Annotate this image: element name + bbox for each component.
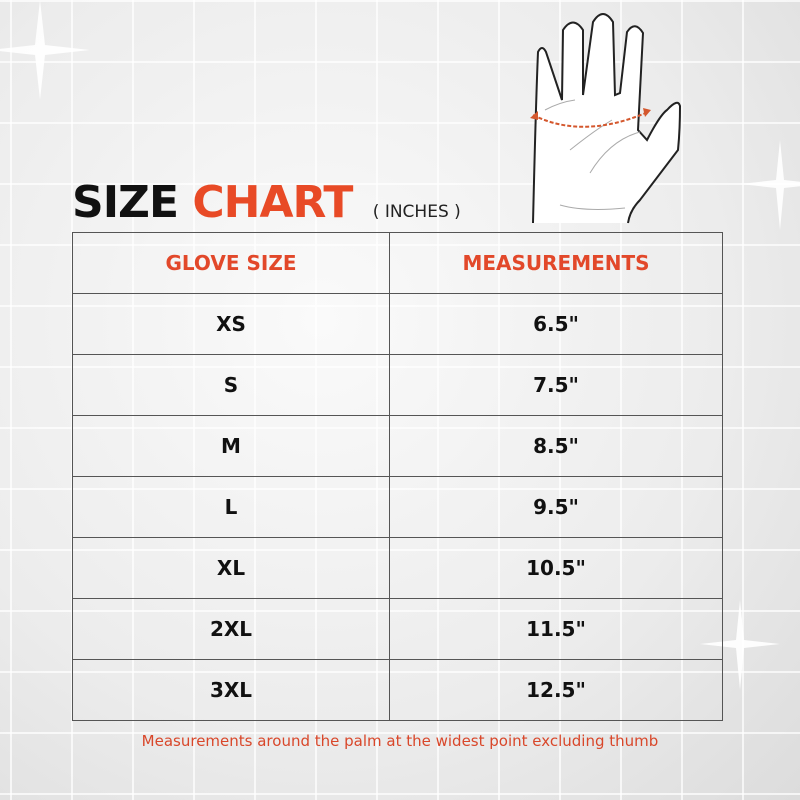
table-row: XL 10.5" [72,537,723,599]
size-cell: XL [72,537,390,599]
size-cell: M [72,415,390,477]
measurement-cell: 10.5" [389,537,723,599]
measurement-cell: 12.5" [389,659,723,721]
sparkle-icon [0,0,800,690]
measurement-cell: 8.5" [389,415,723,477]
table-row: 2XL 11.5" [72,598,723,660]
table-row: L 9.5" [72,476,723,538]
size-cell: XS [72,293,390,355]
title-unit: ( INCHES ) [372,202,461,222]
table-row: M 8.5" [72,415,723,477]
header-measurements: MEASUREMENTS [389,232,723,294]
measurement-cell: 11.5" [389,598,723,660]
title-size: SIZE [72,177,179,228]
measurement-cell: 6.5" [389,293,723,355]
title-chart: CHART [192,177,353,228]
table-row: S 7.5" [72,354,723,416]
table-header: GLOVE SIZE MEASUREMENTS [72,232,723,294]
table-row: XS 6.5" [72,293,723,355]
size-cell: 3XL [72,659,390,721]
size-table: GLOVE SIZE MEASUREMENTS XS 6.5" S 7.5" M 8.… [72,232,723,721]
size-cell: L [72,476,390,538]
page-title: SIZE CHART ( INCHES ) [72,178,461,237]
measurement-cell: 9.5" [389,476,723,538]
table-row: 3XL 12.5" [72,659,723,721]
size-cell: S [72,354,390,416]
measurement-note: Measurements around the palm at the wide… [141,732,659,750]
size-cell: 2XL [72,598,390,660]
measurement-cell: 7.5" [389,354,723,416]
header-glove-size: GLOVE SIZE [72,232,390,294]
